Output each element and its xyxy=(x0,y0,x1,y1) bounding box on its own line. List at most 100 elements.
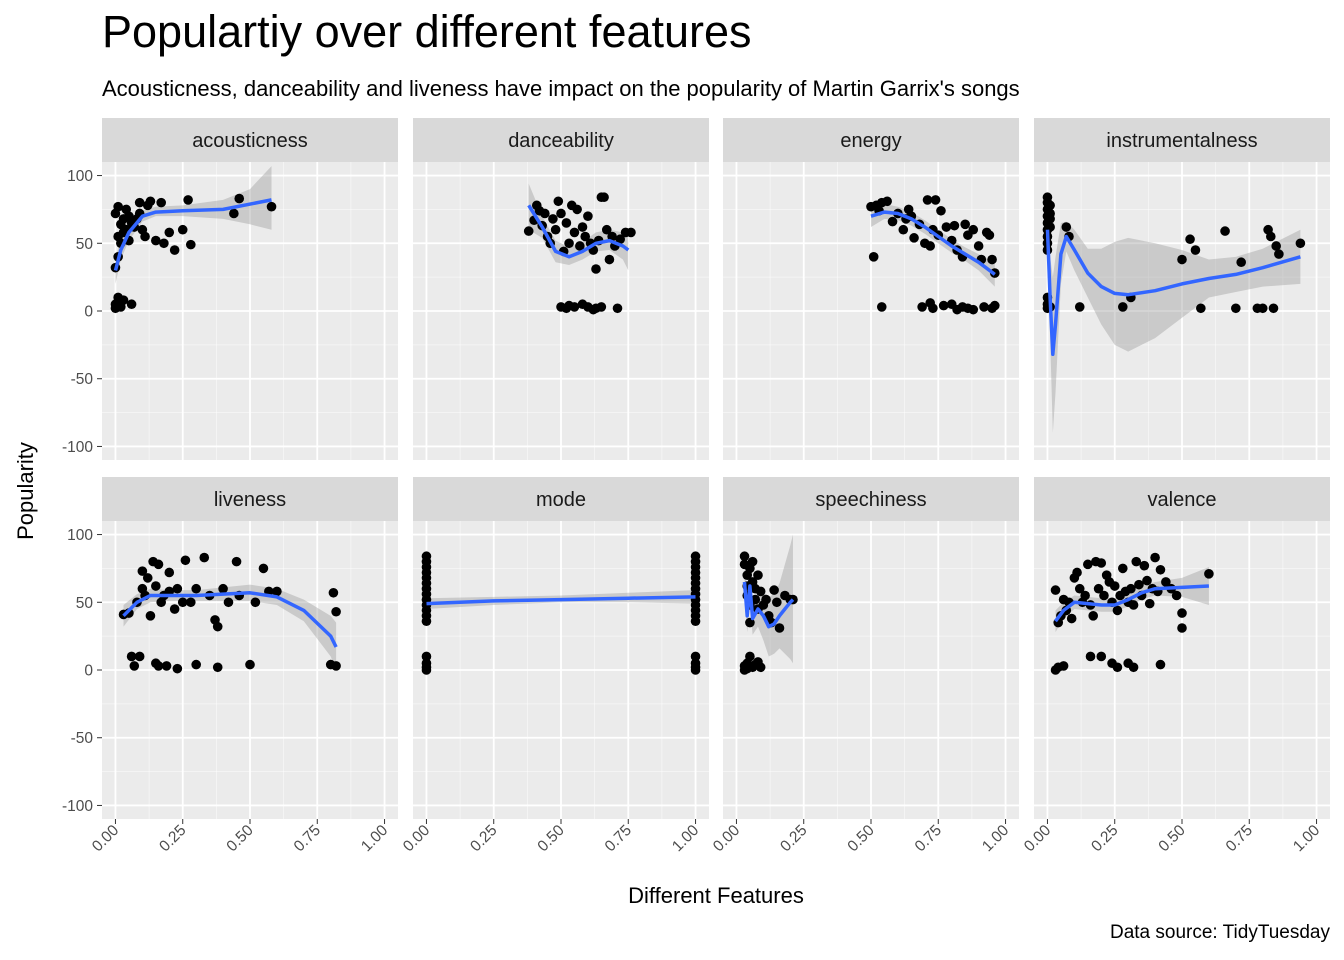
data-point xyxy=(577,222,588,232)
data-point xyxy=(989,300,1000,311)
data-point xyxy=(151,581,161,591)
data-point xyxy=(601,224,612,235)
facet-strip-label: mode xyxy=(536,489,586,511)
data-point xyxy=(1257,303,1268,314)
data-point xyxy=(1161,577,1171,587)
facet-panel-speechiness: speechiness 0.00 0.25 0.50 0.75 1.00 xyxy=(710,477,1019,855)
data-point xyxy=(984,230,995,240)
data-point xyxy=(1118,563,1128,574)
data-point xyxy=(234,193,245,204)
x-tick-label: 0.25 xyxy=(156,822,189,855)
data-point xyxy=(575,241,585,251)
data-point xyxy=(973,241,984,251)
data-point xyxy=(145,611,156,621)
x-tick-label: 0.25 xyxy=(1088,822,1121,855)
facet-panel-liveness: liveness 100 50 0 -50 -100 0.00 0.25 0.50 0.75 1.0… xyxy=(62,477,398,855)
smooth-line xyxy=(1054,584,1209,623)
facet-panel-mode: mode 0.00 0.25 0.50 0.75 1.00 xyxy=(400,477,709,855)
data-point xyxy=(1088,611,1098,621)
data-point xyxy=(548,214,558,224)
data-point xyxy=(140,231,150,242)
x-tick-label: 0.75 xyxy=(912,822,945,855)
data-point xyxy=(1134,579,1144,590)
data-point xyxy=(523,226,534,236)
data-point xyxy=(199,552,210,563)
data-point xyxy=(1112,605,1123,616)
data-point xyxy=(1066,613,1077,624)
x-tick-label: 0.00 xyxy=(710,822,744,856)
x-tick-label: 0.75 xyxy=(1223,822,1256,855)
facet-strip xyxy=(723,118,1019,162)
smooth-line xyxy=(527,204,630,259)
data-point xyxy=(137,566,148,576)
data-point xyxy=(583,211,593,221)
data-point xyxy=(1185,234,1195,245)
data-point xyxy=(1050,585,1061,595)
data-point xyxy=(1177,623,1187,633)
confidence-band xyxy=(123,584,337,670)
data-point xyxy=(925,241,935,251)
x-tick-label: 1.00 xyxy=(358,822,392,856)
data-point xyxy=(129,661,140,671)
data-point xyxy=(245,659,255,670)
data-point xyxy=(1144,598,1155,609)
data-point xyxy=(739,551,750,562)
y-tick-label: 100 xyxy=(67,168,93,185)
facet-panel-instrumentalness: instrumentalness xyxy=(1034,118,1330,460)
data-point xyxy=(231,556,242,567)
data-point xyxy=(164,227,175,238)
facet-strip xyxy=(102,477,398,521)
y-tick-label: -100 xyxy=(62,439,93,456)
data-point xyxy=(772,597,782,608)
data-point xyxy=(1118,302,1128,312)
data-point xyxy=(1131,556,1142,567)
data-point xyxy=(745,651,755,662)
facet-panel-energy: energy xyxy=(723,118,1019,460)
data-point xyxy=(1074,302,1085,312)
data-point xyxy=(599,192,609,203)
data-point xyxy=(936,205,946,216)
x-tick-label: 0.00 xyxy=(89,822,123,856)
data-point xyxy=(421,651,432,662)
data-point xyxy=(113,201,123,212)
data-point xyxy=(930,195,941,205)
data-point xyxy=(1171,590,1182,601)
data-point xyxy=(134,651,145,662)
data-point xyxy=(250,597,261,608)
facet-strip xyxy=(413,477,709,521)
data-point xyxy=(979,302,989,312)
x-tick-label: 0.50 xyxy=(1155,822,1189,856)
data-point xyxy=(331,606,341,617)
data-point xyxy=(626,227,636,238)
data-point xyxy=(569,227,580,238)
data-point xyxy=(1096,558,1107,568)
data-point xyxy=(917,302,927,312)
x-tick-label: 0.50 xyxy=(534,822,568,856)
data-point xyxy=(1058,661,1069,671)
facet-strip-label: valence xyxy=(1148,489,1217,511)
data-point xyxy=(1096,651,1107,662)
data-point xyxy=(941,222,952,232)
data-point xyxy=(690,651,701,662)
smooth-line xyxy=(742,581,795,629)
x-tick-label: 1.00 xyxy=(979,822,1013,856)
data-point xyxy=(887,216,898,227)
data-point xyxy=(1142,575,1152,586)
data-point xyxy=(126,299,137,310)
data-point xyxy=(1099,590,1109,601)
y-axis-title: Popularity xyxy=(13,442,38,540)
data-point xyxy=(126,651,137,662)
data-point xyxy=(556,208,566,219)
data-point xyxy=(331,661,341,671)
data-point xyxy=(580,231,591,242)
confidence-band xyxy=(1055,567,1209,633)
smooth-line xyxy=(1045,229,1301,357)
data-point xyxy=(960,219,970,230)
data-point xyxy=(272,586,282,597)
smooth-line xyxy=(113,198,272,271)
facet-strip-label: liveness xyxy=(214,489,286,511)
x-tick-label: 0.00 xyxy=(400,822,434,856)
data-point xyxy=(258,563,269,574)
data-point xyxy=(153,661,164,671)
